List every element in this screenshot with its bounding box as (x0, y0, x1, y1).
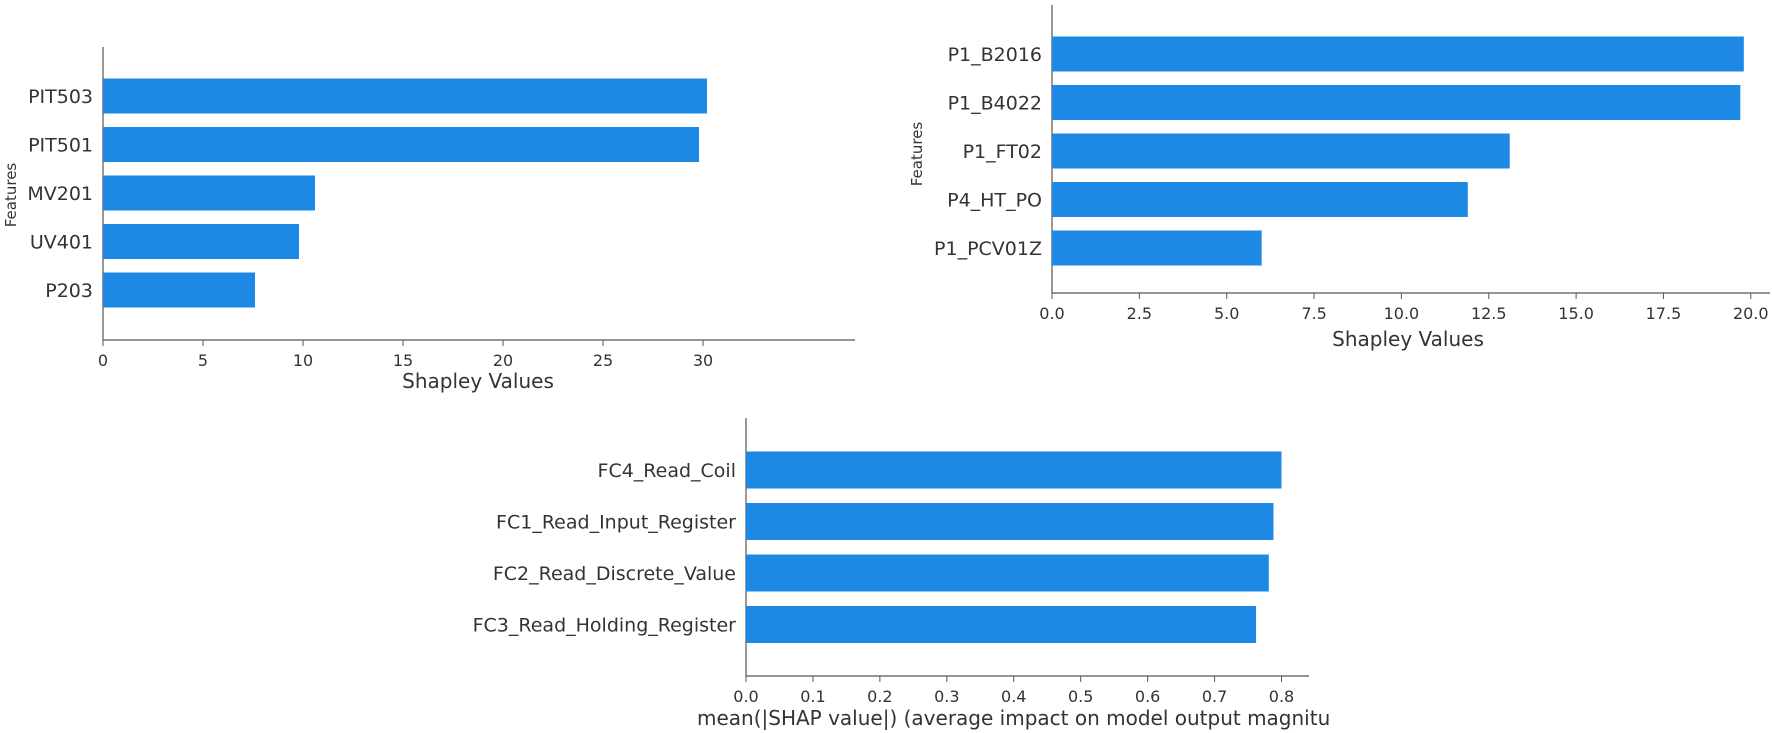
category-label: P1_PCV01Z (934, 238, 1042, 260)
chart-2: P1_B2016 P1_B4022 P1_FT02 P4_HT_PO P1_PCV01Z… (908, 5, 1770, 351)
x-tick-label: 0 (98, 351, 108, 370)
x-tick-label: 15.0 (1558, 304, 1594, 323)
bar (103, 127, 699, 162)
x-tick-label: 10.0 (1384, 304, 1420, 323)
x-tick-label: 20 (493, 351, 513, 370)
x-tick-label: 2.5 (1127, 304, 1152, 323)
category-label: FC2_Read_Discrete_Value (493, 563, 736, 585)
bar (1052, 182, 1468, 217)
x-axis-label: Shapley Values (402, 369, 554, 393)
x-tick-label: 10 (293, 351, 313, 370)
x-tick-label: 5.0 (1214, 304, 1239, 323)
bar (1052, 230, 1262, 266)
x-tick-label: 0.7 (1202, 687, 1227, 706)
x-tick-label: 0.3 (934, 687, 959, 706)
category-label: P1_B2016 (948, 44, 1042, 66)
category-label: PIT503 (28, 86, 93, 108)
category-label: UV401 (30, 232, 93, 254)
chart-1: PIT503 PIT501 MV201 UV401 P203 0 5 10 15 20 25 30 Sh… (2, 47, 855, 393)
x-tick-label: 0.0 (1039, 304, 1064, 323)
x-tick-label: 5 (198, 351, 208, 370)
category-label: P4_HT_PO (947, 190, 1042, 212)
bar (1052, 85, 1741, 120)
x-tick-label: 20.0 (1733, 304, 1769, 323)
x-tick-label: 12.5 (1471, 304, 1507, 323)
bar (103, 224, 299, 259)
x-tick-label: 15 (393, 351, 413, 370)
category-label: FC1_Read_Input_Register (496, 512, 736, 534)
bar (746, 503, 1274, 540)
bar (746, 451, 1282, 489)
x-axis-label: Shapley Values (1332, 327, 1484, 351)
x-tick-label: 0.1 (800, 687, 825, 706)
y-axis-label: Features (2, 163, 20, 228)
x-tick-label: 7.5 (1301, 304, 1326, 323)
x-tick-label: 0.4 (1001, 687, 1026, 706)
bar (103, 78, 707, 114)
bar (103, 272, 255, 308)
x-tick-label: 0.0 (733, 687, 758, 706)
bar (746, 554, 1269, 592)
x-tick-label: 0.6 (1135, 687, 1160, 706)
bar (746, 606, 1257, 643)
x-tick-label: 25 (593, 351, 613, 370)
bar (103, 175, 315, 211)
category-label: P1_FT02 (963, 141, 1042, 163)
category-label: P1_B4022 (948, 93, 1042, 115)
x-axis-label: mean(|SHAP value|) (average impact on mo… (697, 706, 1330, 730)
category-label: MV201 (27, 183, 93, 205)
chart-3: FC4_Read_Coil FC1_Read_Input_Register FC2_… (473, 418, 1330, 730)
x-tick-label: 17.5 (1646, 304, 1682, 323)
category-label: P203 (45, 280, 93, 302)
x-tick-label: 0.5 (1068, 687, 1093, 706)
x-tick-label: 0.8 (1269, 687, 1294, 706)
y-axis-label: Features (908, 122, 926, 187)
bar (1052, 133, 1510, 169)
category-label: FC4_Read_Coil (598, 460, 736, 482)
x-tick-label: 0.2 (867, 687, 892, 706)
x-tick-label: 30 (693, 351, 713, 370)
category-label: FC3_Read_Holding_Register (473, 615, 737, 637)
bar (1052, 36, 1744, 72)
category-label: PIT501 (28, 135, 93, 157)
